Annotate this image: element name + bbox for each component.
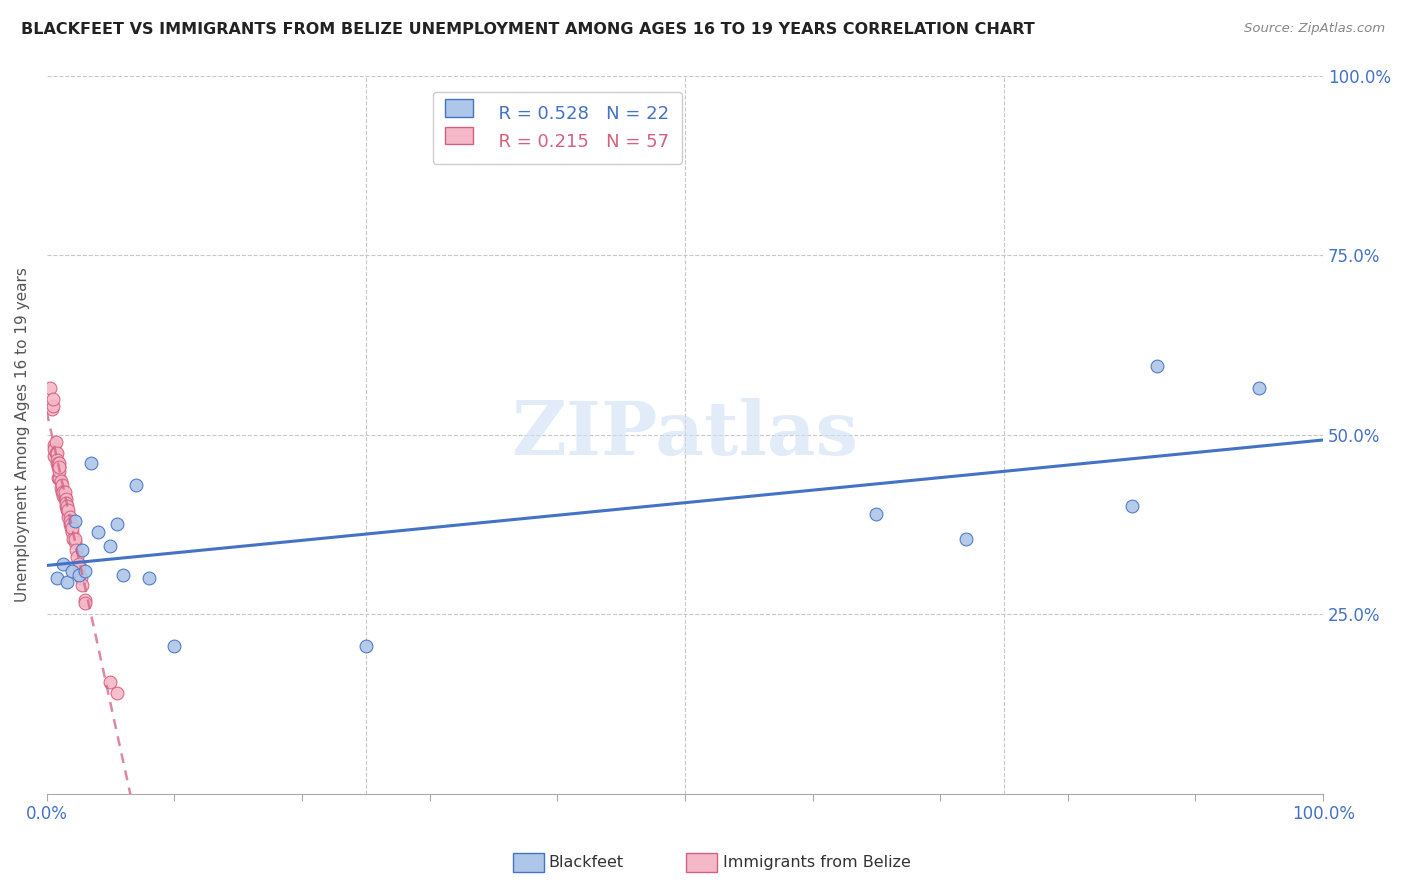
Point <box>59 514 82 528</box>
Text: Source: ZipAtlas.com: Source: ZipAtlas.com <box>1244 22 1385 36</box>
Point <box>125 478 148 492</box>
Point <box>70 571 93 585</box>
Point <box>72 542 94 557</box>
Point <box>45 571 67 585</box>
Point <box>72 578 94 592</box>
Point <box>48 471 70 485</box>
Text: Blackfeet: Blackfeet <box>548 855 623 870</box>
Point <box>67 557 90 571</box>
Point <box>53 485 76 500</box>
Point <box>55 496 77 510</box>
Point <box>45 445 67 459</box>
Point <box>49 475 72 489</box>
Point <box>41 402 63 417</box>
Point <box>46 456 69 470</box>
Point <box>48 463 70 477</box>
Point <box>42 392 65 406</box>
Point <box>66 549 89 564</box>
Point <box>80 456 103 470</box>
Point <box>48 459 70 474</box>
Point <box>63 532 86 546</box>
Point <box>55 500 77 514</box>
Point <box>42 399 65 413</box>
Point <box>45 445 67 459</box>
Point <box>45 452 67 467</box>
Point <box>63 514 86 528</box>
Point <box>45 434 67 449</box>
Point <box>49 482 72 496</box>
Point <box>60 524 83 539</box>
Point <box>53 489 76 503</box>
Text: ZIPatlas: ZIPatlas <box>512 398 859 471</box>
Point <box>52 485 75 500</box>
Point <box>55 492 77 507</box>
Point <box>48 456 70 470</box>
Point <box>59 517 82 532</box>
Point <box>52 489 75 503</box>
Point <box>1146 359 1168 374</box>
Point <box>87 524 110 539</box>
Point <box>51 485 73 500</box>
Point <box>44 449 66 463</box>
Point <box>56 500 79 514</box>
Point <box>1121 500 1143 514</box>
Point <box>46 459 69 474</box>
Text: Immigrants from Belize: Immigrants from Belize <box>723 855 911 870</box>
Point <box>59 510 82 524</box>
Point <box>58 510 80 524</box>
Point <box>48 459 70 474</box>
Point <box>67 567 90 582</box>
Point <box>62 532 84 546</box>
Point <box>67 560 90 574</box>
Point <box>51 478 73 492</box>
Point <box>138 571 160 585</box>
Legend:   R = 0.528   N = 22,   R = 0.215   N = 57: R = 0.528 N = 22, R = 0.215 N = 57 <box>433 92 682 163</box>
Point <box>163 640 186 654</box>
Point <box>65 542 87 557</box>
Y-axis label: Unemployment Among Ages 16 to 19 years: Unemployment Among Ages 16 to 19 years <box>15 268 30 602</box>
Text: BLACKFEET VS IMMIGRANTS FROM BELIZE UNEMPLOYMENT AMONG AGES 16 TO 19 YEARS CORRE: BLACKFEET VS IMMIGRANTS FROM BELIZE UNEM… <box>21 22 1035 37</box>
Point <box>56 574 79 589</box>
Point <box>73 592 96 607</box>
Point <box>105 686 128 700</box>
Point <box>60 564 83 578</box>
Point <box>45 456 67 470</box>
Point <box>48 471 70 485</box>
Point <box>73 596 96 610</box>
Point <box>955 532 977 546</box>
Point <box>46 471 69 485</box>
Point <box>1249 381 1271 395</box>
Point <box>44 442 66 456</box>
Point <box>100 675 122 690</box>
Point <box>52 557 75 571</box>
Point <box>58 503 80 517</box>
Point <box>354 640 377 654</box>
Point <box>53 492 76 507</box>
Point <box>112 567 135 582</box>
Point <box>56 503 79 517</box>
Point <box>73 564 96 578</box>
Point <box>60 521 83 535</box>
Point <box>59 517 82 532</box>
Point <box>59 521 82 535</box>
Point <box>63 535 86 549</box>
Point <box>105 517 128 532</box>
Point <box>100 539 122 553</box>
Point <box>44 438 66 452</box>
Point <box>865 507 887 521</box>
Point <box>39 381 62 395</box>
